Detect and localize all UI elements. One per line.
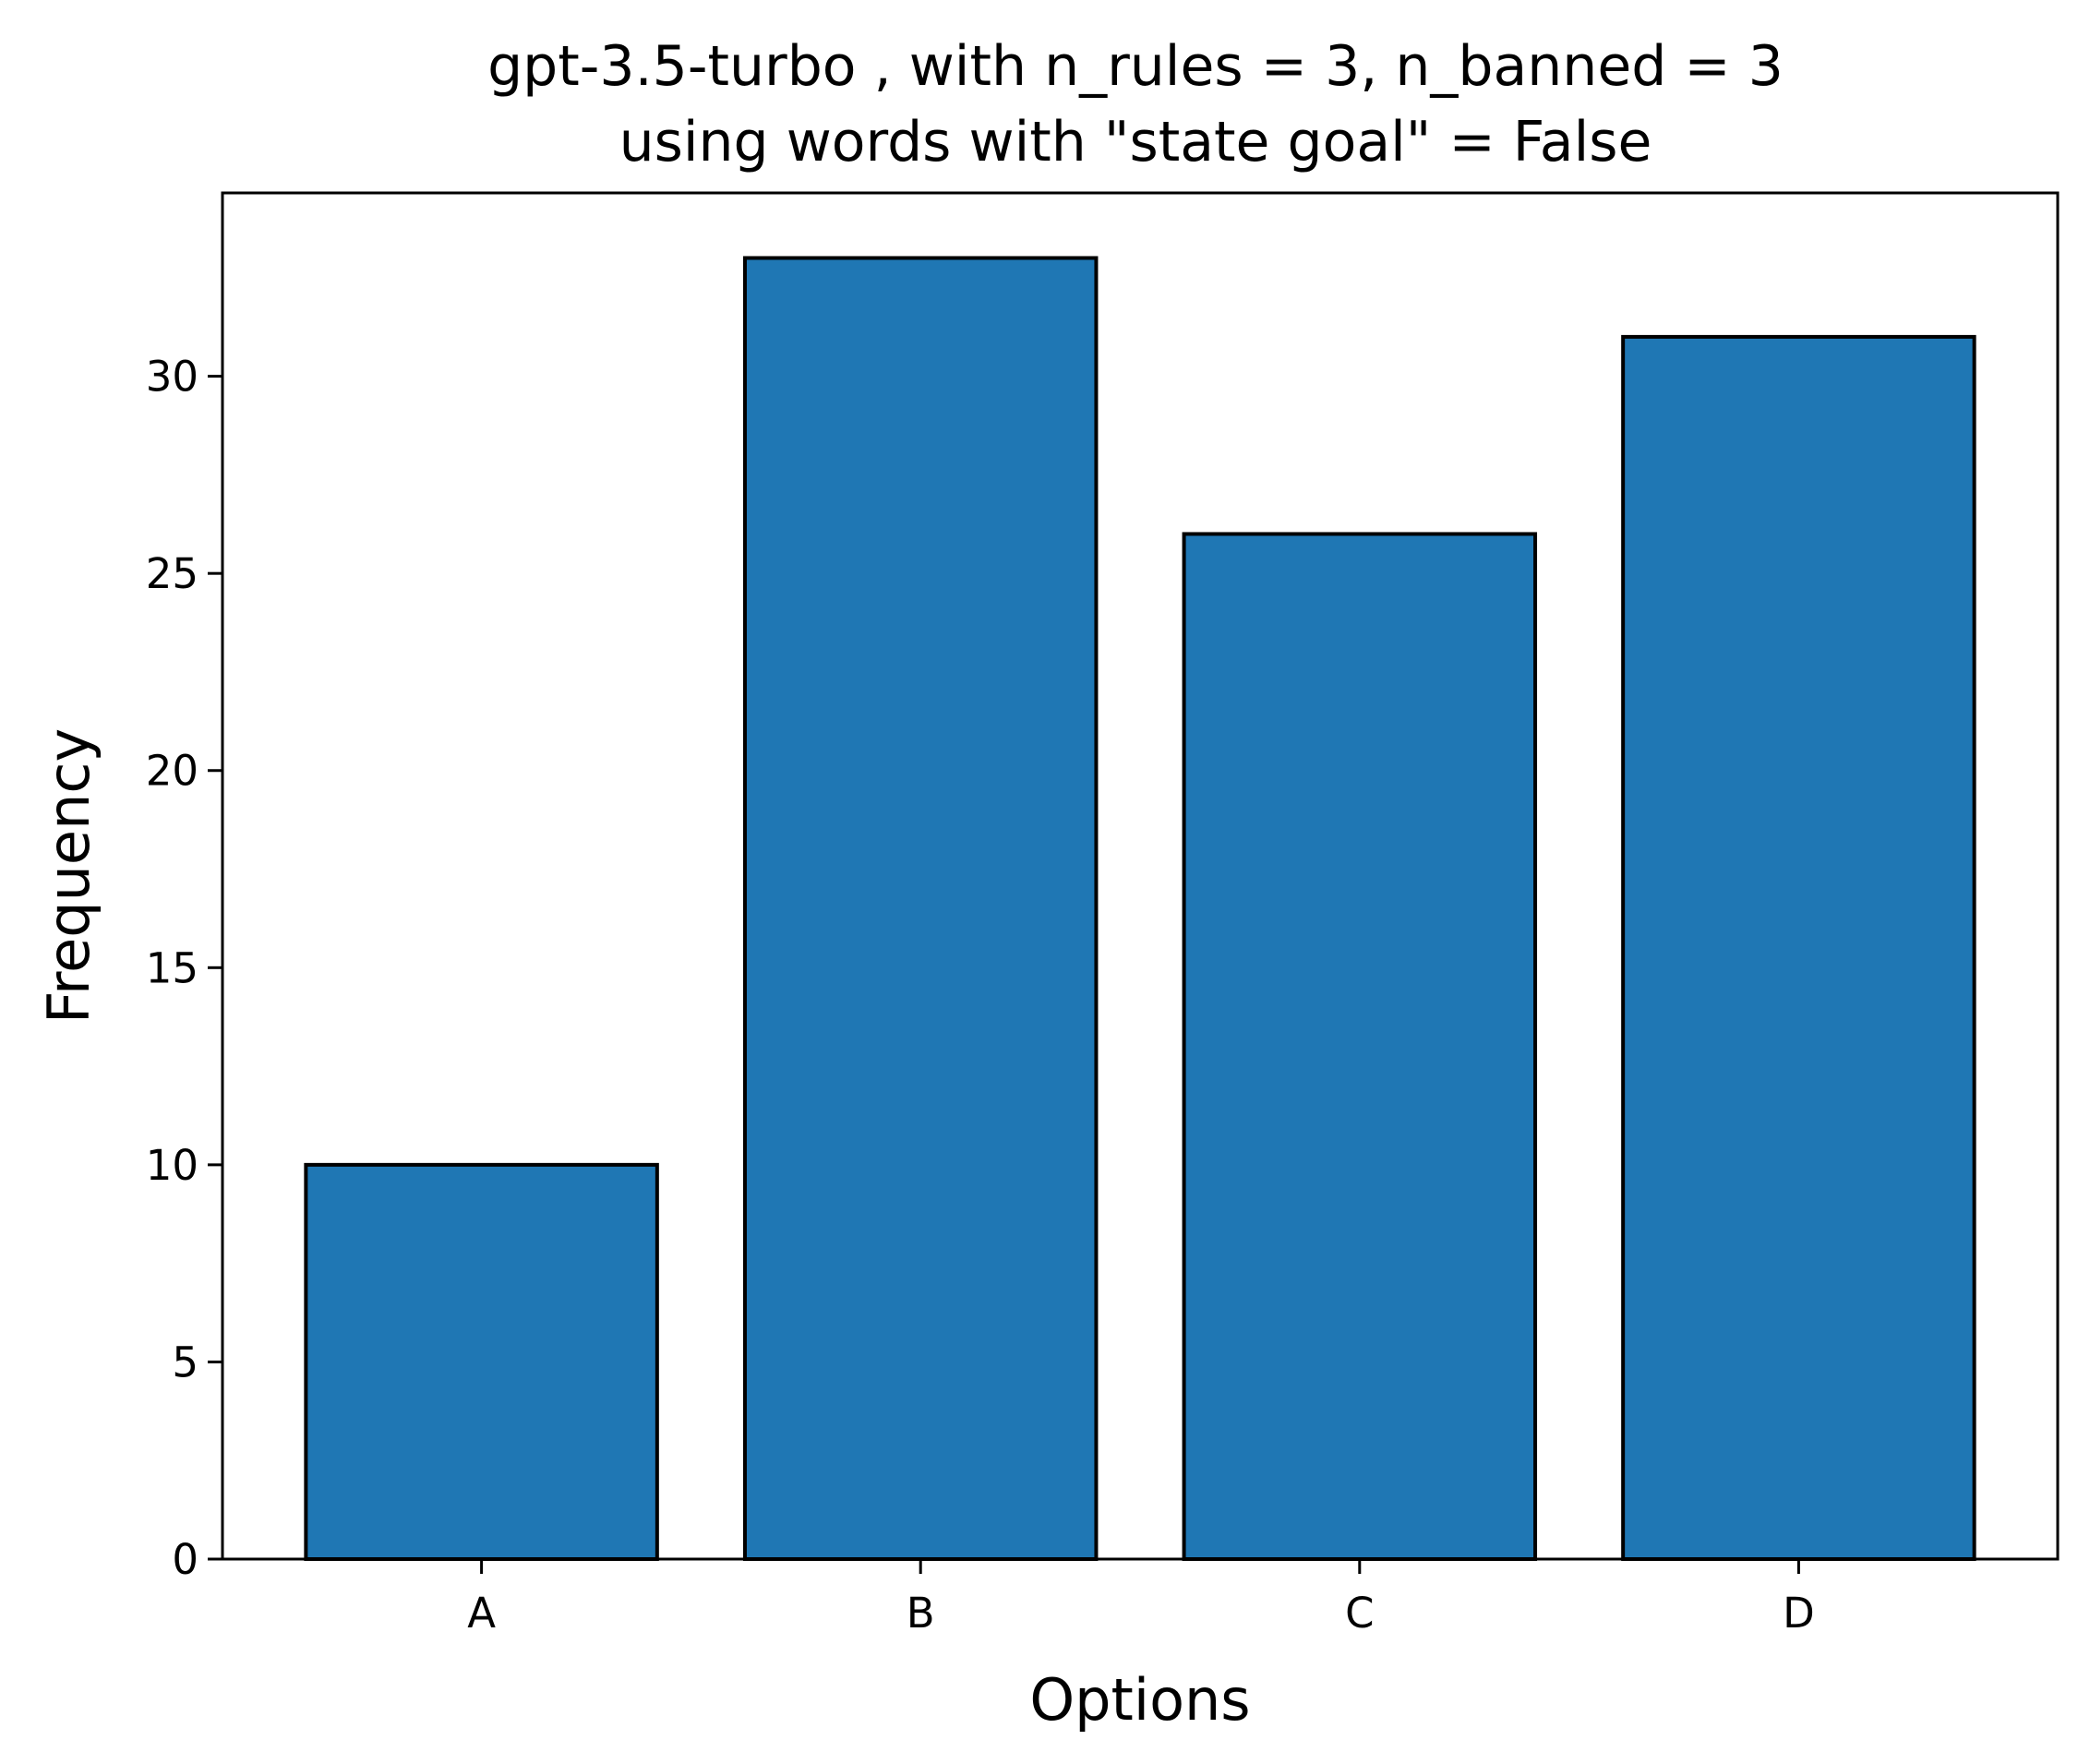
y-tick-label: 20 [146, 747, 198, 796]
bar-a [304, 1162, 659, 1561]
x-tick-label: A [467, 1589, 496, 1638]
y-ticks-group: 0 5 10 15 20 25 30 [146, 353, 222, 1584]
bar-b [742, 256, 1099, 1561]
x-tick-label: C [1345, 1589, 1374, 1638]
bar-d [1621, 334, 1976, 1562]
x-tick-label: D [1783, 1589, 1815, 1638]
y-tick-label: 5 [172, 1338, 198, 1386]
y-tick-label: 10 [146, 1141, 198, 1190]
chart-title-line-2: using words with "state goal" = False [619, 110, 1652, 174]
chart-title-line-1: gpt-3.5-turbo , with n_rules = 3, n_bann… [487, 34, 1784, 99]
y-tick-label: 0 [172, 1535, 198, 1584]
bar-c [1182, 532, 1538, 1561]
x-ticks-group: A B C D [467, 1559, 1815, 1638]
x-tick-label: B [907, 1589, 935, 1638]
x-axis-label: Options [1029, 1666, 1250, 1734]
plot-frame [221, 191, 2060, 1561]
y-tick-label: 15 [146, 943, 198, 992]
y-axis-label: Frequency [35, 728, 102, 1024]
y-tick-label: 30 [146, 353, 198, 402]
y-tick-label: 25 [146, 549, 198, 598]
bars-group [304, 256, 1976, 1562]
